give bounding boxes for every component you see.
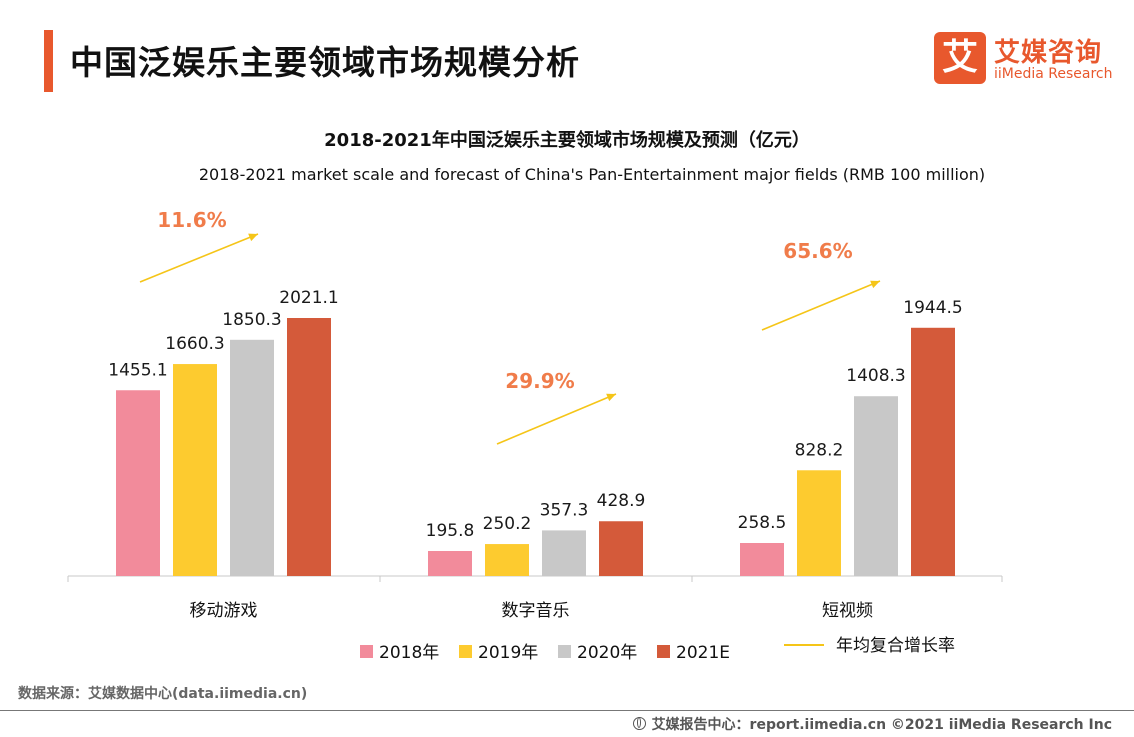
data-label: 1660.3 [165, 334, 224, 354]
cagr-arrowhead-icon [606, 393, 616, 402]
bar-2019 [797, 470, 841, 576]
x-tick-label: 短视频 [822, 601, 873, 621]
cagr-label: 29.9% [505, 369, 574, 393]
data-label: 195.8 [426, 521, 475, 541]
globe-icon [632, 716, 646, 730]
data-label: 250.2 [483, 514, 532, 534]
bar-2019 [485, 544, 529, 576]
bar-2021e [599, 521, 643, 576]
legend-item-cagr: 年均复合增长率 [784, 634, 955, 658]
legend-swatch [360, 644, 373, 658]
title-accent-bar [44, 30, 53, 92]
legend-item-2021e: 2021E [657, 641, 730, 665]
bar-2021e [287, 318, 331, 576]
page-title: 中国泛娱乐主要领域市场规模分析 [70, 43, 580, 82]
legend-item-2019: 2019年 [459, 641, 538, 665]
data-label: 2021.1 [279, 288, 338, 308]
data-label: 1944.5 [903, 298, 962, 318]
legend-item-2018: 2018年 [360, 641, 439, 665]
x-tick-label: 数字音乐 [502, 601, 570, 621]
data-label: 258.5 [738, 513, 787, 533]
cagr-arrow-line [761, 280, 881, 331]
chart-subtitle: 2018-2021 market scale and forecast of C… [198, 165, 986, 184]
legend-label: 2020年 [577, 643, 638, 663]
brand-logo: 艾 艾媒咨询 iiMedia Research [934, 32, 1124, 88]
legend-swatch [657, 644, 670, 658]
cagr-arrowhead-icon [248, 233, 258, 242]
bar-2018 [428, 551, 472, 576]
bar-2018 [116, 390, 160, 576]
logo-mark: 艾 [934, 32, 986, 84]
legend-swatch [459, 644, 472, 658]
bar-2019 [173, 364, 217, 576]
bar-2020 [230, 339, 274, 576]
chart-title: 2018-2021年中国泛娱乐主要领域市场规模及预测（亿元） [324, 130, 810, 151]
data-label: 428.9 [597, 491, 646, 511]
bar-2021e [911, 327, 955, 576]
cagr-label: 65.6% [783, 239, 852, 263]
cagr-arrow-line [139, 233, 259, 283]
cagr-line-swatch [784, 644, 824, 646]
legend-label: 2019年 [478, 643, 539, 663]
footer-divider [0, 710, 1134, 711]
footer: 艾媒报告中心：report.iimedia.cn ©2021 iiMedia R… [632, 714, 1112, 734]
data-label: 1850.3 [222, 310, 281, 330]
x-tick-label: 移动游戏 [190, 601, 258, 621]
legend-label: 2021E [676, 643, 731, 663]
cagr-arrowhead-icon [870, 280, 880, 289]
data-label: 828.2 [795, 440, 844, 460]
bar-2020 [854, 396, 898, 576]
data-label: 357.3 [540, 500, 589, 520]
legend-label: 2018年 [379, 643, 440, 663]
data-label: 1408.3 [846, 366, 905, 386]
data-source: 数据来源：艾媒数据中心(data.iimedia.cn) [18, 686, 308, 702]
logo-name-en: iiMedia Research [994, 66, 1113, 82]
legend-item-2020: 2020年 [558, 641, 637, 665]
cagr-label: 11.6% [157, 208, 226, 232]
bar-2018 [740, 543, 784, 576]
logo-name-cn: 艾媒咨询 [994, 38, 1103, 68]
legend-swatch [558, 644, 571, 658]
data-label: 1455.1 [108, 360, 167, 380]
cagr-arrow-line [496, 393, 617, 445]
footer-text: 艾媒报告中心：report.iimedia.cn ©2021 iiMedia R… [651, 717, 1112, 733]
bar-2020 [542, 530, 586, 576]
legend-cagr-label: 年均复合增长率 [836, 636, 955, 656]
